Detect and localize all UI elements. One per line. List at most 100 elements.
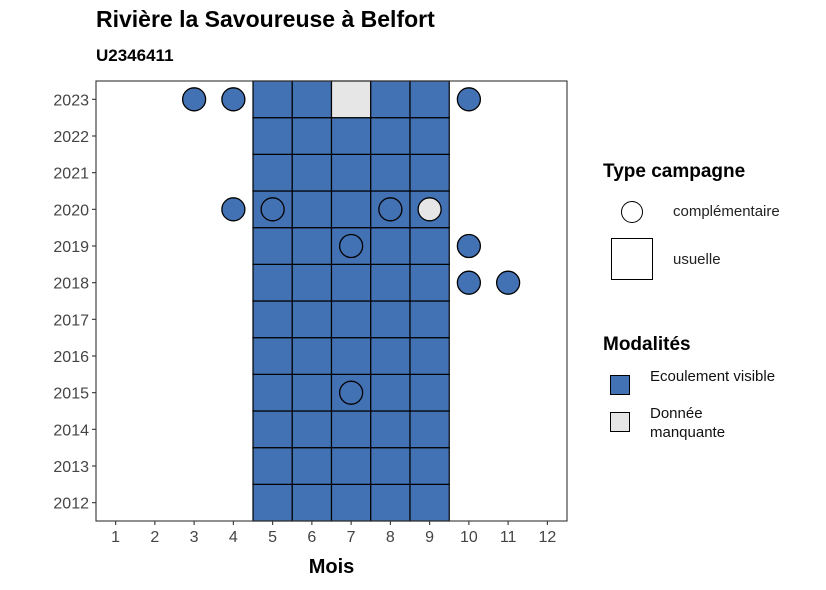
cell-2019-8 <box>370 227 411 265</box>
point-2019-10 <box>456 233 482 259</box>
point-2015-7 <box>338 380 364 405</box>
point-2018-10 <box>456 270 482 295</box>
legend-donnee-manquante-swatch <box>610 412 630 432</box>
x-tick-label: 7 <box>347 529 356 546</box>
cell-2017-6 <box>291 300 333 339</box>
cell-2018-6 <box>291 263 333 302</box>
x-tick-label: 11 <box>500 529 517 546</box>
cell-2013-8 <box>370 447 411 485</box>
cell-2016-8 <box>370 337 411 375</box>
cell-2015-8 <box>370 373 411 412</box>
legend-ecoulement-swatch <box>610 375 630 395</box>
legend-type-title: Type campagne <box>603 161 746 182</box>
cell-2013-6 <box>291 447 333 485</box>
x-tick-label: 12 <box>538 529 556 546</box>
cell-2017-5 <box>252 300 293 339</box>
cell-2012-6 <box>291 483 333 522</box>
y-tick-label: 2020 <box>53 202 89 219</box>
legend-donnee-manquante-label: Donnée manquante <box>650 405 726 441</box>
cell-2012-8 <box>370 483 411 522</box>
cell-2019-9 <box>409 227 450 265</box>
plot-panel-border <box>95 80 568 522</box>
cell-2017-9 <box>409 300 450 339</box>
point-2019-7 <box>338 233 364 259</box>
cell-2021-7 <box>330 153 372 192</box>
cell-2021-5 <box>252 153 293 192</box>
cell-2014-9 <box>409 410 450 449</box>
cell-2014-8 <box>370 410 411 449</box>
y-tick-label: 2012 <box>53 496 89 513</box>
cell-2020-7 <box>330 190 372 229</box>
y-tick-label: 2023 <box>53 92 89 109</box>
cell-2023-6 <box>291 80 333 119</box>
x-tick-label: 1 <box>111 529 120 546</box>
point-2023-4 <box>221 87 246 112</box>
cell-2021-6 <box>291 153 333 192</box>
y-tick-label: 2022 <box>53 129 89 146</box>
cell-2012-5 <box>252 483 293 522</box>
x-axis: 1 2 3 4 5 6 7 8 9 10 11 12 <box>111 521 556 546</box>
cell-2016-7 <box>330 337 372 375</box>
cell-2023-5 <box>252 80 293 119</box>
legend-circle-key <box>621 201 643 223</box>
cell-2013-5 <box>252 447 293 485</box>
y-tick-label: 2013 <box>53 459 89 476</box>
cell-2015-9 <box>409 373 450 412</box>
point-2018-11 <box>495 270 521 295</box>
cell-2023-7 <box>330 80 372 119</box>
x-tick-label: 5 <box>268 529 277 546</box>
cell-2018-9 <box>409 263 450 302</box>
x-axis-label: Mois <box>309 556 355 578</box>
point-2020-8 <box>378 197 403 222</box>
usuelle-cells <box>252 80 450 522</box>
cell-2022-6 <box>291 117 333 155</box>
point-2020-5 <box>260 197 285 222</box>
x-tick-label: 10 <box>460 529 478 546</box>
y-tick-label: 2018 <box>53 276 89 293</box>
x-tick-label: 9 <box>425 529 434 546</box>
cell-2018-8 <box>370 263 411 302</box>
chart-subtitle: U2346411 <box>96 46 174 65</box>
x-tick-label: 2 <box>150 529 159 546</box>
cell-2018-5 <box>252 263 293 302</box>
cell-2023-9 <box>409 80 450 119</box>
legend-complementaire-label: complémentaire <box>673 203 780 220</box>
complementaire-points <box>181 87 521 405</box>
cell-2022-5 <box>252 117 293 155</box>
cell-2018-7 <box>330 263 372 302</box>
y-axis: 2012 2013 2014 2015 2016 2017 2018 2019 2020 2021… <box>53 92 96 513</box>
legend-usuelle-label: usuelle <box>673 251 721 268</box>
x-tick-label: 6 <box>307 529 316 546</box>
x-tick-label: 4 <box>229 529 238 546</box>
y-tick-label: 2017 <box>53 312 89 329</box>
legend-modalites-title: Modalités <box>603 334 691 355</box>
cell-2015-5 <box>252 373 293 412</box>
point-2020-9 <box>417 197 442 222</box>
cell-2014-6 <box>291 410 333 449</box>
point-2023-3 <box>181 87 207 112</box>
cell-2022-9 <box>409 117 450 155</box>
y-tick-label: 2015 <box>53 386 89 403</box>
point-2020-4 <box>221 197 246 222</box>
y-tick-label: 2014 <box>53 422 89 439</box>
cell-2021-9 <box>409 153 450 192</box>
cell-2022-7 <box>330 117 372 155</box>
y-tick-label: 2016 <box>53 349 89 366</box>
cell-2023-8 <box>370 80 411 119</box>
cell-2020-6 <box>291 190 333 229</box>
cell-2014-7 <box>330 410 372 449</box>
cell-2017-8 <box>370 300 411 339</box>
cell-2019-6 <box>291 227 333 265</box>
cell-2022-8 <box>370 117 411 155</box>
cell-2013-7 <box>330 447 372 485</box>
cell-2012-9 <box>409 483 450 522</box>
cell-2021-8 <box>370 153 411 192</box>
chart-title: Rivière la Savoureuse à Belfort <box>96 6 435 32</box>
cell-2019-5 <box>252 227 293 265</box>
x-tick-label: 8 <box>386 529 395 546</box>
cell-2015-6 <box>291 373 333 412</box>
cell-2013-9 <box>409 447 450 485</box>
cell-2016-5 <box>252 337 293 375</box>
cell-2017-7 <box>330 300 372 339</box>
